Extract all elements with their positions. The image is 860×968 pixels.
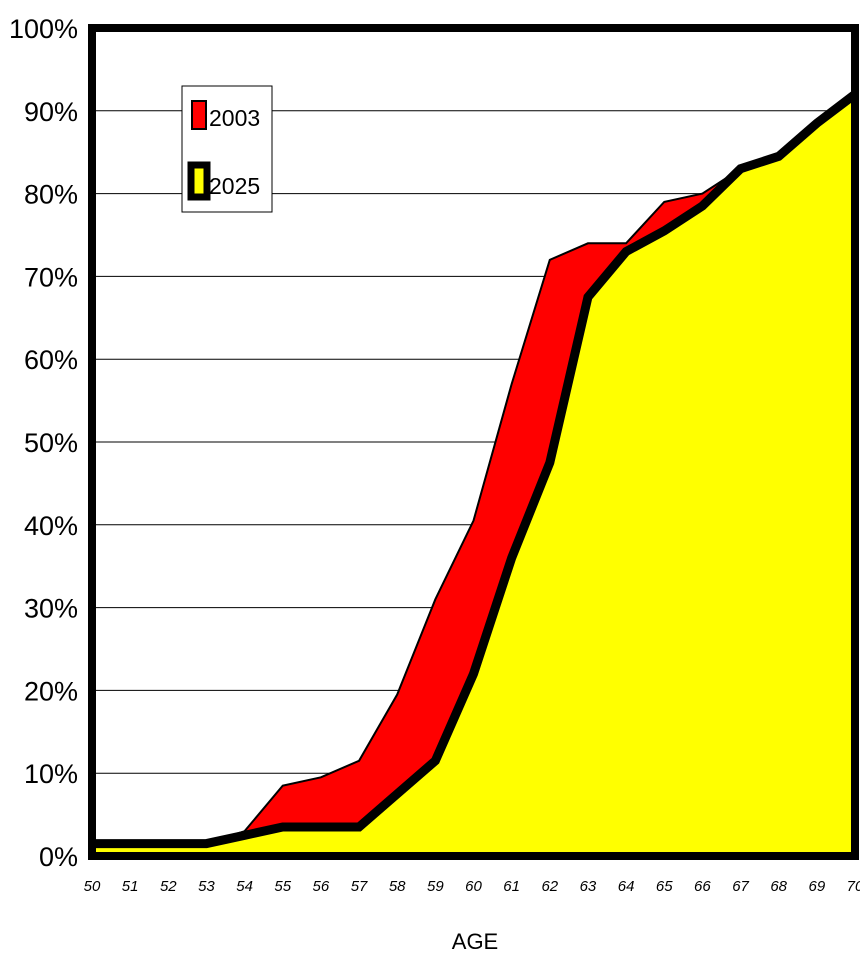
- y-tick-label: 60%: [24, 345, 78, 375]
- series-line-2025: [92, 90, 858, 849]
- legend-swatch-2003: [191, 100, 207, 130]
- x-tick-label: 66: [694, 878, 711, 895]
- x-tick-label: 54: [236, 878, 253, 895]
- x-tick-label: 67: [732, 878, 749, 895]
- gridlines: [92, 110, 855, 774]
- x-tick-label: 59: [427, 878, 444, 895]
- x-tick-label: 63: [580, 878, 597, 895]
- x-tick-label: 68: [770, 878, 787, 895]
- y-axis-ticks: 0% 10% 20% 30% 40% 50% 60% 70% 80% 90% 100%: [9, 14, 78, 872]
- area-2025: [92, 94, 855, 857]
- x-tick-label: 58: [389, 878, 406, 895]
- x-tick-label: 53: [198, 878, 215, 895]
- y-tick-label: 10%: [24, 759, 78, 789]
- x-tick-label: 64: [618, 878, 635, 895]
- legend-label-2003: 2003: [209, 105, 260, 131]
- y-tick-label: 40%: [24, 511, 78, 541]
- x-axis-label: AGE: [452, 929, 498, 954]
- legend-swatch-2025: [187, 161, 211, 201]
- x-tick-label: 62: [541, 878, 558, 895]
- x-tick-label: 50: [84, 878, 101, 895]
- x-tick-label: 51: [122, 878, 139, 895]
- legend: 2003 2025: [181, 85, 273, 213]
- y-tick-label: 20%: [24, 676, 78, 706]
- y-tick-label: 50%: [24, 428, 78, 458]
- y-tick-label: 80%: [24, 180, 78, 210]
- legend-label-2025: 2025: [209, 173, 260, 199]
- x-tick-label: 61: [503, 878, 520, 895]
- x-tick-label: 55: [274, 878, 291, 895]
- x-tick-label: 69: [809, 878, 826, 895]
- y-tick-label: 70%: [24, 262, 78, 292]
- plot-area-border: [88, 24, 859, 860]
- x-tick-label: 70: [847, 878, 860, 895]
- y-tick-label: 100%: [9, 14, 78, 44]
- x-tick-label: 57: [351, 878, 368, 895]
- y-tick-label: 30%: [24, 594, 78, 624]
- x-tick-label: 56: [313, 878, 330, 895]
- x-tick-label: 65: [656, 878, 673, 895]
- y-tick-label: 90%: [24, 97, 78, 127]
- chart-areas: [92, 90, 858, 857]
- x-axis-ticks: 50 51 52 53 54 55 56 57 58 59 60 61 62 63 64 65 66 67 68 69…: [84, 878, 860, 895]
- y-tick-label: 0%: [39, 842, 78, 872]
- x-tick-label: 52: [160, 878, 177, 895]
- x-tick-label: 60: [465, 878, 482, 895]
